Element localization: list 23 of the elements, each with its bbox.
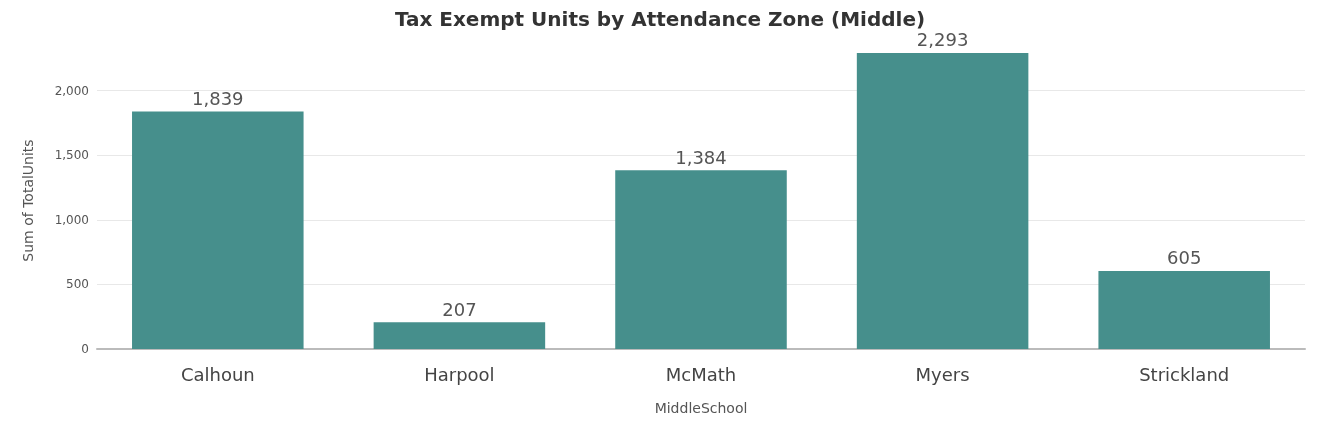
x-axis-title: MiddleSchool <box>654 400 748 416</box>
x-tick-label: Calhoun <box>180 363 255 385</box>
data-label: 207 <box>442 298 477 320</box>
bar <box>856 52 1029 349</box>
bar <box>615 170 787 349</box>
data-label: 605 <box>1167 247 1202 269</box>
y-tick-label: 2,000 <box>54 83 89 98</box>
x-tick-label: Strickland <box>1139 363 1230 385</box>
y-tick-label: 1,000 <box>54 212 89 227</box>
y-axis-title: Sum of TotalUnits <box>20 139 36 262</box>
bar <box>132 111 304 349</box>
x-tick-label: Harpool <box>424 363 495 385</box>
y-tick-label: 500 <box>66 277 89 292</box>
y-tick-label: 1,500 <box>54 148 89 163</box>
bar <box>373 322 546 349</box>
x-tick-label: McMath <box>665 363 737 385</box>
data-label: 2,293 <box>916 29 969 51</box>
data-label: 1,384 <box>675 146 727 168</box>
chart-title: Tax Exempt Units by Attendance Zone (Middle) <box>394 7 926 31</box>
x-tick-label: Myers <box>915 363 970 385</box>
bar <box>1098 270 1270 349</box>
y-tick-label: 0 <box>81 342 89 356</box>
data-label: 1,839 <box>192 88 244 110</box>
